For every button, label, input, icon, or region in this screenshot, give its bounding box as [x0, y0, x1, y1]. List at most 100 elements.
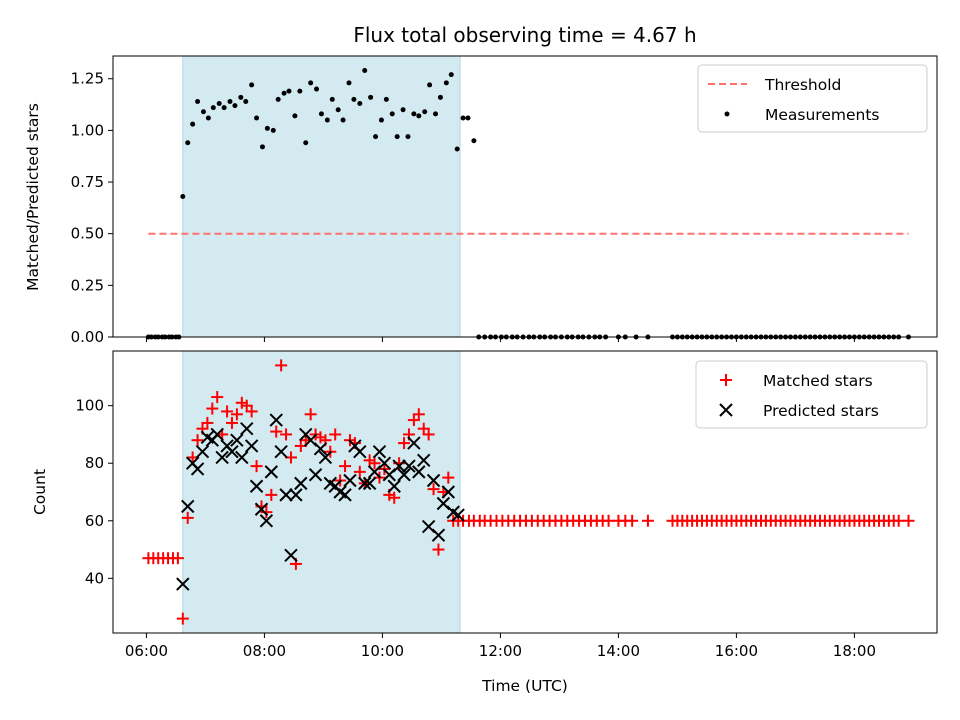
predicted-star-point — [254, 502, 269, 516]
top-x-ticks — [145, 337, 855, 342]
measurement-point — [362, 67, 368, 73]
top-observing-window — [182, 55, 461, 338]
predicted-star-point — [249, 479, 264, 493]
measurement-point — [383, 96, 389, 102]
matched-star-point — [427, 483, 440, 496]
predicted-star-point — [392, 459, 406, 473]
bottom-axes-frame — [112, 350, 938, 634]
matched-star-point — [176, 612, 189, 625]
matched-star-point — [304, 408, 317, 421]
bottom-y-ticks: 40 60 80 100 — [75, 397, 113, 587]
measurement-point — [314, 86, 320, 92]
bottom-legend-box — [695, 360, 928, 429]
matched-star-point — [432, 543, 445, 556]
bottom-y-tick-label: 40 — [85, 569, 104, 587]
measurement-point — [254, 115, 260, 121]
predicted-star-point — [308, 468, 323, 482]
measurement-point — [422, 109, 428, 115]
predicted-star-point — [402, 459, 416, 473]
bottom-legend: Matched stars Predicted stars — [695, 360, 928, 429]
bottom-x-tick-label: 16:00 — [715, 642, 758, 660]
top-axes-frame — [112, 55, 938, 338]
measurement-point — [227, 98, 233, 104]
matched-star-point — [211, 391, 224, 404]
measurement-point — [443, 80, 449, 86]
measurement-point — [400, 107, 406, 113]
measurement-point — [303, 140, 309, 146]
matched-star-point — [245, 405, 258, 418]
matched-star-point — [339, 460, 352, 473]
matched-legend-swatch — [720, 374, 732, 386]
matched-star-point — [171, 552, 184, 565]
measurement-point — [205, 115, 211, 121]
predicted-star-point — [195, 445, 210, 459]
predicted-star-point — [240, 421, 254, 436]
measurement-point — [216, 101, 222, 107]
matched-star-point — [398, 437, 411, 450]
predicted-star-point — [397, 468, 411, 482]
predicted-star-point — [230, 433, 244, 447]
measurement-point — [259, 144, 265, 150]
bottom-x-axis-label: Time (UTC) — [481, 677, 568, 695]
top-y-tick-label: 0.25 — [71, 276, 104, 294]
measurement-point — [292, 113, 298, 119]
top-y-tick-label: 0.50 — [71, 225, 104, 243]
predicted-star-point — [264, 465, 279, 479]
predicted-star-point — [289, 488, 303, 502]
predicted-star-point — [225, 445, 239, 459]
measurements-legend-swatch — [724, 111, 730, 117]
matched-star-point — [626, 514, 639, 527]
matched-star-point — [206, 402, 219, 415]
predicted-star-point — [431, 528, 446, 542]
predicted-star-point — [353, 445, 367, 459]
top-y-axis-label: Matched/Predicted stars — [24, 103, 42, 291]
predicted-star-point — [441, 485, 456, 499]
measurement-point — [270, 127, 276, 133]
measurements-legend-label: Measurements — [765, 106, 880, 124]
top-panel: 0.00 0.25 0.50 0.75 1.00 1.25 Flux total obse… — [24, 23, 938, 346]
matched-star-point — [368, 457, 381, 470]
predicted-star-point — [313, 442, 328, 456]
measurement-point — [185, 140, 191, 146]
measurement-point — [180, 194, 186, 199]
top-legend: Threshold Measurements — [697, 64, 928, 133]
matched-star-point — [422, 428, 435, 441]
predicted-star-point — [387, 479, 401, 493]
measurement-point — [243, 98, 249, 104]
predicted-star-point — [377, 456, 392, 470]
measurement-point — [264, 125, 270, 131]
measurement-point — [318, 111, 324, 117]
measurement-point — [232, 103, 238, 109]
measurement-point — [195, 98, 201, 104]
predicted-legend-label: Predicted stars — [763, 402, 879, 420]
matched-legend-label: Matched stars — [763, 372, 873, 390]
top-legend-box — [697, 64, 928, 133]
top-y-tick-label: 0.00 — [71, 328, 104, 346]
measurement-point — [200, 109, 206, 115]
predicted-star-point — [372, 445, 387, 459]
measurement-point — [324, 117, 330, 123]
predicted-star-point — [417, 453, 431, 468]
measurement-point — [405, 134, 411, 140]
bottom-observing-window — [182, 350, 461, 634]
matched-star-point — [191, 434, 204, 447]
measurement-point — [238, 94, 244, 100]
predicted-star-point — [235, 450, 249, 465]
matched-star-point — [260, 506, 273, 519]
measurement-point — [389, 111, 395, 117]
matched-star-point — [902, 514, 915, 527]
predicted-star-point — [210, 427, 224, 442]
measurement-point — [448, 72, 454, 78]
matched-star-point — [280, 428, 293, 441]
matched-star-point — [388, 491, 401, 504]
predicted-star-point — [343, 473, 357, 488]
bottom-x-tick-label: 18:00 — [833, 642, 876, 660]
predicted-star-point — [412, 465, 426, 479]
matched-star-point — [275, 359, 288, 372]
predicted-star-point — [244, 439, 259, 453]
measurement-point — [378, 117, 384, 123]
matched-star-point — [201, 416, 214, 429]
matched-star-point — [412, 408, 425, 421]
bottom-x-tick-label: 12:00 — [479, 642, 522, 660]
bottom-x-tick-label: 08:00 — [243, 642, 286, 660]
